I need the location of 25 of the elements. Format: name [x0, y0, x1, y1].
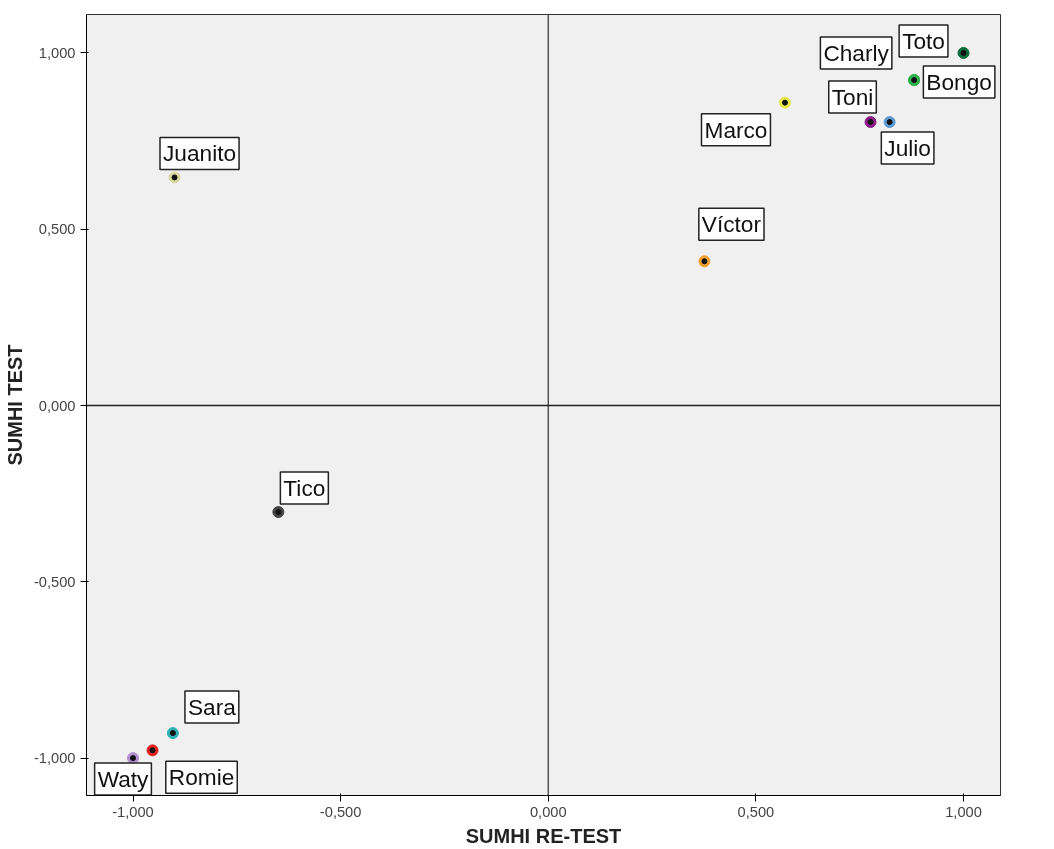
series-label: Julio — [884, 135, 931, 162]
series-label: Marco — [704, 116, 768, 143]
series-label: Víctor — [701, 211, 762, 238]
series-label: Waty — [97, 766, 150, 793]
y-tick-label: -1,000 — [33, 750, 76, 767]
x-tick-label: -0,500 — [319, 803, 362, 820]
series-label: Toto — [902, 27, 945, 54]
y-axis-title: SUMHI TEST — [3, 344, 26, 466]
series-label: Tico — [283, 475, 326, 502]
point — [778, 96, 791, 109]
x-tick-label: -1,000 — [112, 803, 154, 820]
series-label: Sara — [187, 694, 237, 721]
y-tick-label: 0,500 — [38, 221, 76, 238]
series-label: Bongo — [926, 69, 992, 96]
y-tick-label: 1,000 — [38, 44, 76, 61]
x-axis-title: SUMHI RE-TEST — [465, 824, 622, 847]
series-label: Juanito — [163, 140, 237, 167]
series-label: Romie — [168, 764, 235, 791]
series-label: Toni — [831, 84, 874, 111]
y-tick-label: 0,000 — [38, 397, 76, 414]
x-tick-label: 1,000 — [945, 803, 982, 820]
series-label: Charly — [823, 40, 890, 67]
x-tick-label: 0,000 — [529, 803, 567, 820]
x-tick-label: 0,500 — [737, 803, 775, 820]
y-tick-label: -0,500 — [33, 573, 76, 590]
